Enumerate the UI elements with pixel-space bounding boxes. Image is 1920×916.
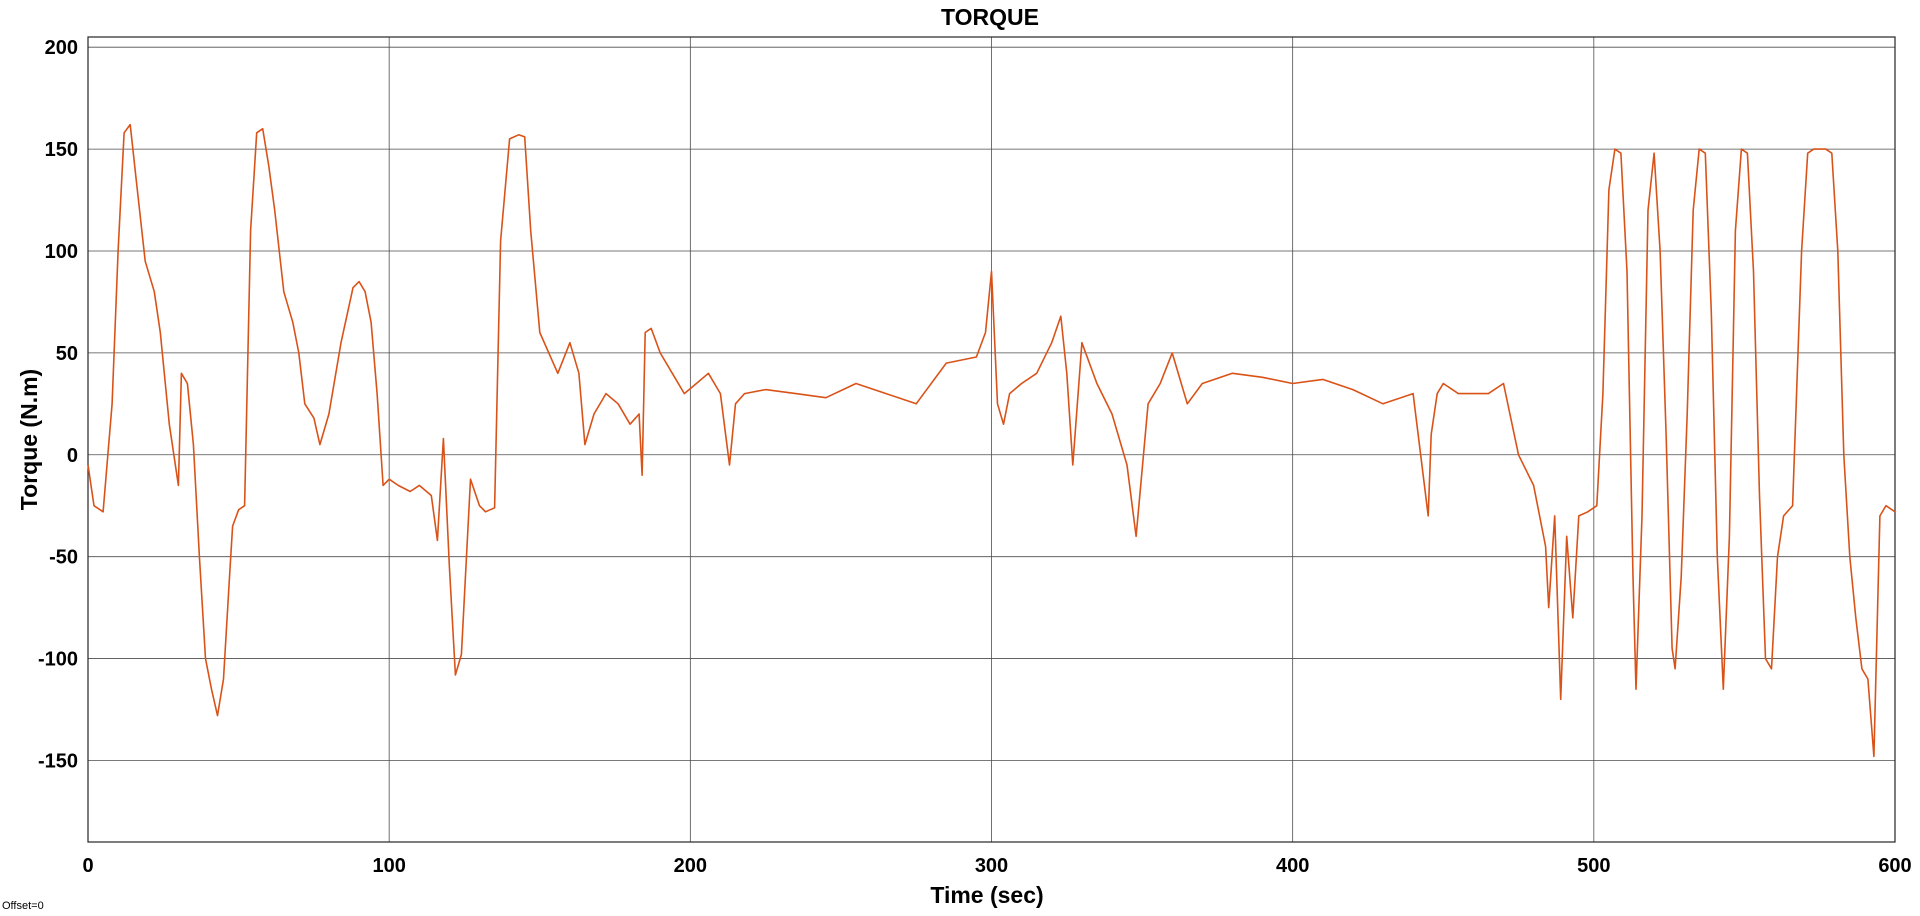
y-axis-ticks: -150 -100 -50 0 50 100 150 200 [38,37,78,772]
grid-lines [87,37,1896,842]
y-tick-label: -100 [38,649,78,671]
x-tick-label: 100 [372,855,405,877]
y-tick-label: 100 [45,241,78,263]
y-tick-label: 150 [45,139,78,161]
chart-title: TORQUE [941,4,1039,30]
x-tick-label: 400 [1276,855,1309,877]
y-tick-label: -50 [49,547,78,569]
x-axis-label: Time (sec) [930,882,1043,908]
x-tick-label: 500 [1577,855,1610,877]
y-axis-label: Torque (N.m) [16,369,42,510]
plot-area-frame [87,36,1896,843]
offset-note: Offset=0 [2,900,44,912]
x-tick-label: 0 [82,855,93,877]
x-tick-label: 300 [975,855,1008,877]
y-tick-label: -150 [38,750,78,772]
x-tick-label: 200 [674,855,707,877]
torque-series-line [87,123,1896,758]
x-tick-label: 600 [1878,855,1911,877]
y-tick-label: 0 [67,445,78,467]
x-axis-ticks: 0 100 200 300 400 500 600 [82,855,1911,877]
y-tick-label: 200 [45,37,78,59]
y-tick-label: 50 [56,343,78,365]
